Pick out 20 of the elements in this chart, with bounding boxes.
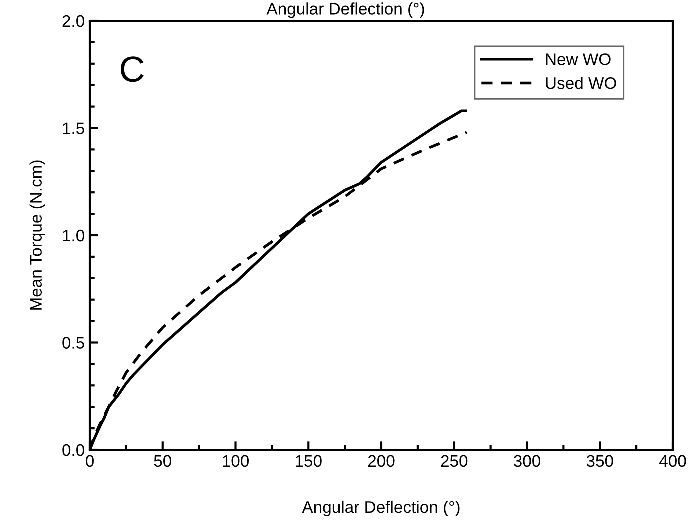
y-tick-label: 2.0 — [62, 15, 84, 28]
legend-label: Used WO — [546, 77, 616, 90]
x-tick-label: 250 — [441, 455, 468, 468]
y-axis-title: Mean Torque (N.cm) — [30, 160, 46, 310]
y-tick-label: 0.5 — [62, 337, 84, 349]
x-tick-label: 150 — [296, 455, 322, 468]
x-tick-label: 400 — [659, 455, 686, 468]
annotation: C — [120, 56, 144, 82]
x-tick-label: 200 — [368, 455, 395, 468]
x-axis-title: Angular Deflection (°) — [302, 500, 460, 516]
legend-label: New WO — [546, 54, 611, 66]
y-tick-label: 1.5 — [63, 122, 84, 134]
y-tick-label: 1.0 — [63, 230, 84, 242]
x-tick-label: 350 — [586, 455, 614, 468]
text: Angular Deflection (°) — [266, 2, 424, 18]
x-tick-label: 50 — [154, 455, 172, 468]
x-tick-label: 300 — [514, 455, 541, 468]
y-tick-label: 0.0 — [62, 444, 84, 456]
x-tick-label: 0 — [86, 455, 94, 468]
x-tick-label: 100 — [223, 455, 250, 468]
